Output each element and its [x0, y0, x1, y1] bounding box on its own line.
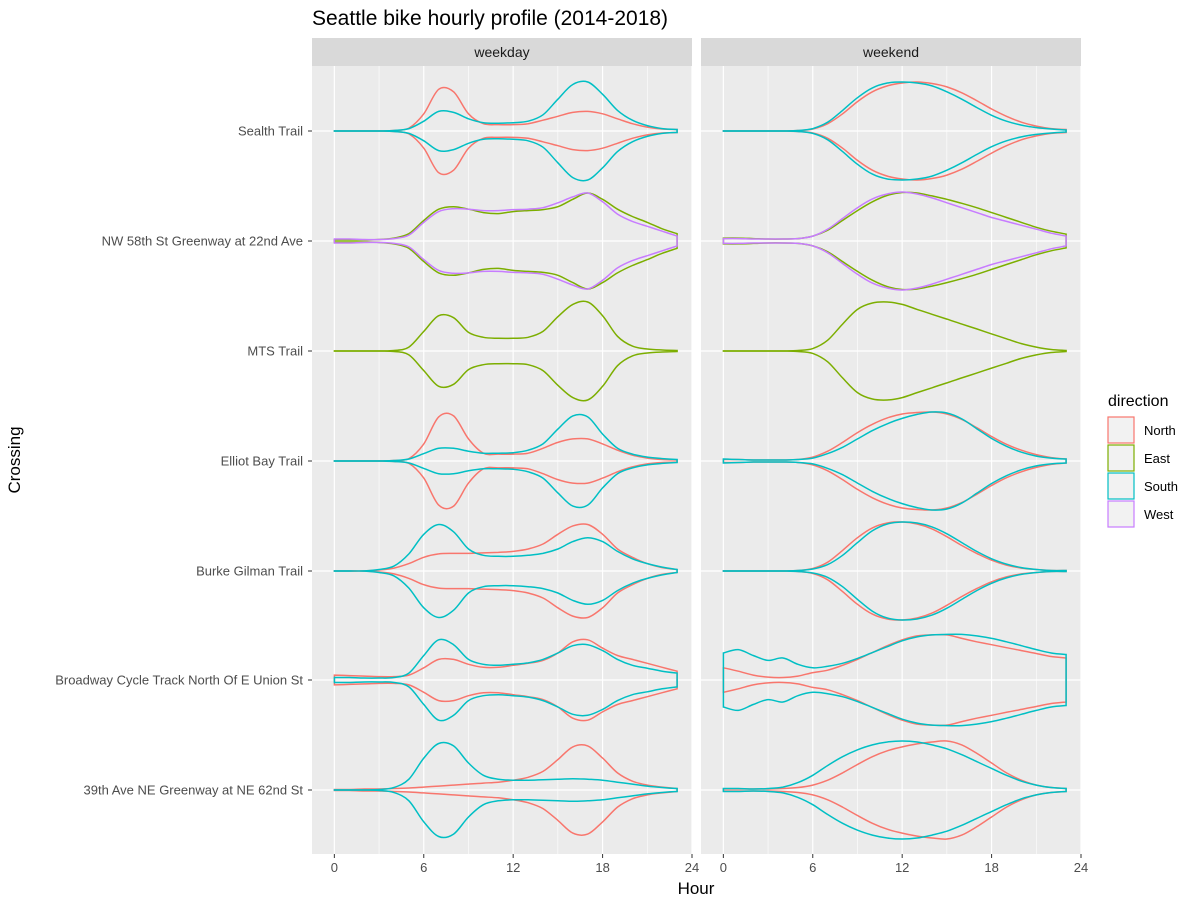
y-tick-label: NW 58th St Greenway at 22nd Ave	[102, 234, 303, 249]
violin-south	[333, 741, 678, 839]
x-tick-label: 6	[809, 860, 816, 875]
x-tick-label: 18	[595, 860, 609, 875]
strip-label-weekday: weekday	[473, 44, 529, 60]
violin-east	[722, 301, 1067, 401]
violin-east	[333, 192, 678, 290]
legend-label-north: North	[1144, 423, 1176, 438]
y-tick-label: 39th Ave NE Greenway at NE 62nd St	[84, 783, 304, 798]
legend-key-west	[1107, 500, 1135, 528]
x-tick-label: 12	[895, 860, 909, 875]
violin-south	[333, 413, 678, 509]
violin-south	[333, 80, 678, 182]
violin-south	[333, 523, 678, 619]
y-axis: Sealth Trail NW 58th St Greenway at 22nd …	[55, 124, 312, 798]
violin-east	[333, 300, 678, 402]
violin-south	[722, 633, 1067, 727]
y-tick-label: Burke Gilman Trail	[196, 564, 303, 579]
y-tick-label: MTS Trail	[247, 344, 303, 359]
x-tick-label: 12	[506, 860, 520, 875]
legend-label-west: West	[1144, 507, 1174, 522]
legend-title: direction	[1108, 393, 1168, 410]
strip-weekend	[701, 38, 1081, 66]
violin-south	[722, 411, 1067, 511]
x-tick-label: 24	[685, 860, 699, 875]
violin-south	[333, 638, 678, 722]
facet-weekend: weekend	[701, 38, 1081, 854]
violin-north	[333, 638, 678, 722]
legend-label-south: South	[1144, 479, 1178, 494]
y-tick-label: Elliot Bay Trail	[221, 454, 303, 469]
chart-title: Seattle bike hourly profile (2014-2018)	[312, 7, 668, 30]
legend-key-south	[1107, 472, 1135, 500]
grid-lines	[312, 66, 1082, 854]
panel-weekday	[312, 66, 692, 854]
y-tick-label: Broadway Cycle Track North Of E Union St	[55, 673, 303, 688]
strip-label-weekend: weekend	[862, 44, 919, 60]
legend-key-north	[1107, 416, 1135, 444]
violin-east	[722, 191, 1067, 291]
x-axis-title: Hour	[678, 879, 715, 898]
x-tick-label: 18	[984, 860, 998, 875]
facet-weekday: weekday	[312, 38, 692, 854]
legend: direction North East South West	[1107, 393, 1178, 528]
x-tick-label: 6	[420, 860, 427, 875]
legend-label-east: East	[1144, 451, 1170, 466]
x-tick-label: 0	[331, 860, 338, 875]
x-tick-label: 24	[1074, 860, 1088, 875]
y-axis-title: Crossing	[5, 426, 24, 493]
y-tick-label: Sealth Trail	[238, 124, 303, 139]
violin-south	[722, 740, 1067, 840]
violin-west	[333, 192, 678, 290]
strip-weekday	[312, 38, 692, 66]
legend-key-east	[1107, 444, 1135, 472]
violin-layer	[333, 80, 1067, 840]
violin-south	[722, 81, 1067, 181]
violin-south	[722, 521, 1067, 621]
violin-west	[722, 191, 1067, 291]
x-tick-label: 0	[720, 860, 727, 875]
x-axis: 0 6 12 18 24 0 6 12 18 24	[331, 854, 1088, 875]
